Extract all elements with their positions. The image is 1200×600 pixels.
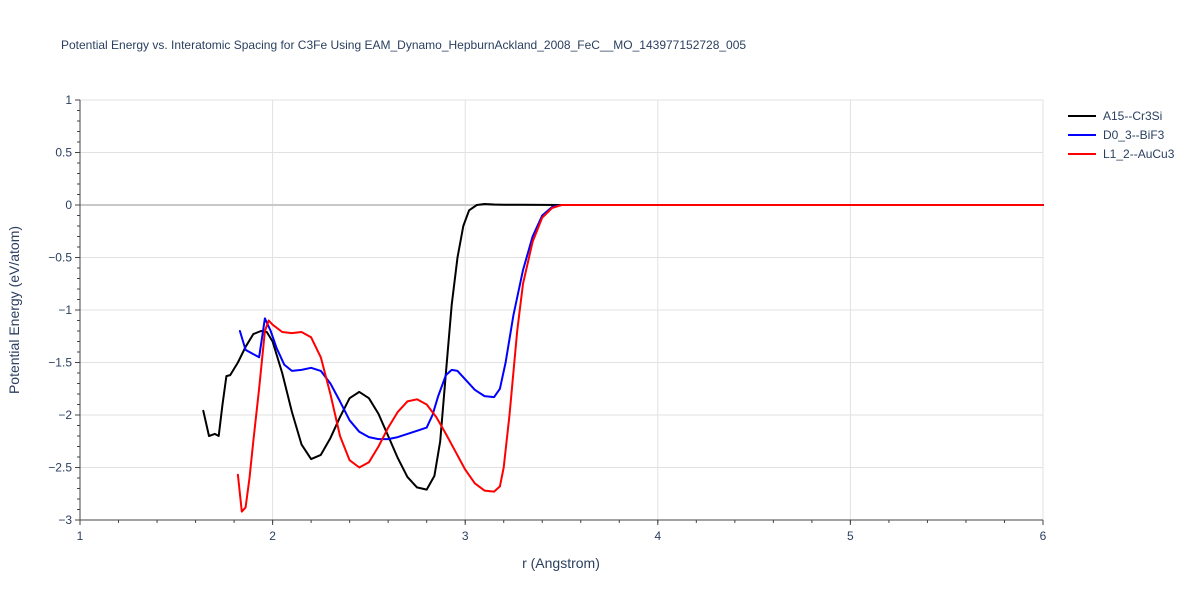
series-layer [202, 203, 1044, 513]
legend-label-l12: L1_2--AuCu3 [1103, 146, 1175, 161]
legend: A15--Cr3Si D0_3--BiF3 L1_2--AuCu3 [1068, 106, 1174, 163]
x-axis-ticks: 1 2 3 4 5 6 [77, 520, 1047, 543]
y-tick-label: −1.5 [48, 356, 72, 370]
y-tick-label: 0 [65, 198, 72, 212]
y-axis-ticks: 1 0.5 0 −0.5 −1 −1.5 −2 −2.5 −3 [48, 93, 80, 527]
x-tick-label: 2 [269, 529, 276, 543]
y-tick-label: −0.5 [48, 251, 72, 265]
x-tick-label: 3 [462, 529, 469, 543]
legend-item-l12[interactable]: L1_2--AuCu3 [1068, 144, 1174, 163]
x-tick-label: 6 [1040, 529, 1047, 543]
legend-swatch-a15 [1068, 114, 1096, 117]
series-line-2[interactable] [236, 204, 1044, 513]
legend-item-a15[interactable]: A15--Cr3Si [1068, 106, 1174, 125]
chart-title: Potential Energy vs. Interatomic Spacing… [61, 38, 747, 52]
legend-label-d03: D0_3--BiF3 [1103, 127, 1165, 142]
y-tick-label: −1 [58, 303, 72, 317]
legend-label-a15: A15--Cr3Si [1103, 108, 1163, 123]
x-tick-label: 5 [847, 529, 854, 543]
x-tick-label: 1 [77, 529, 84, 543]
x-tick-label: 4 [654, 529, 661, 543]
y-tick-label: 1 [65, 93, 72, 107]
y-tick-label: −2 [58, 408, 72, 422]
y-tick-label: −2.5 [48, 461, 72, 475]
x-axis-label: r (Angstrom) [522, 555, 600, 571]
series-line-1[interactable] [238, 204, 1044, 441]
legend-swatch-l12 [1068, 152, 1096, 155]
legend-item-d03[interactable]: D0_3--BiF3 [1068, 125, 1174, 144]
series-line-0[interactable] [202, 203, 1044, 491]
y-tick-label: −3 [58, 513, 72, 527]
y-axis-label: Potential Energy (eV/atom) [6, 226, 22, 394]
y-tick-label: 0.5 [55, 146, 72, 160]
legend-swatch-d03 [1068, 133, 1096, 136]
grid [80, 99, 1044, 520]
